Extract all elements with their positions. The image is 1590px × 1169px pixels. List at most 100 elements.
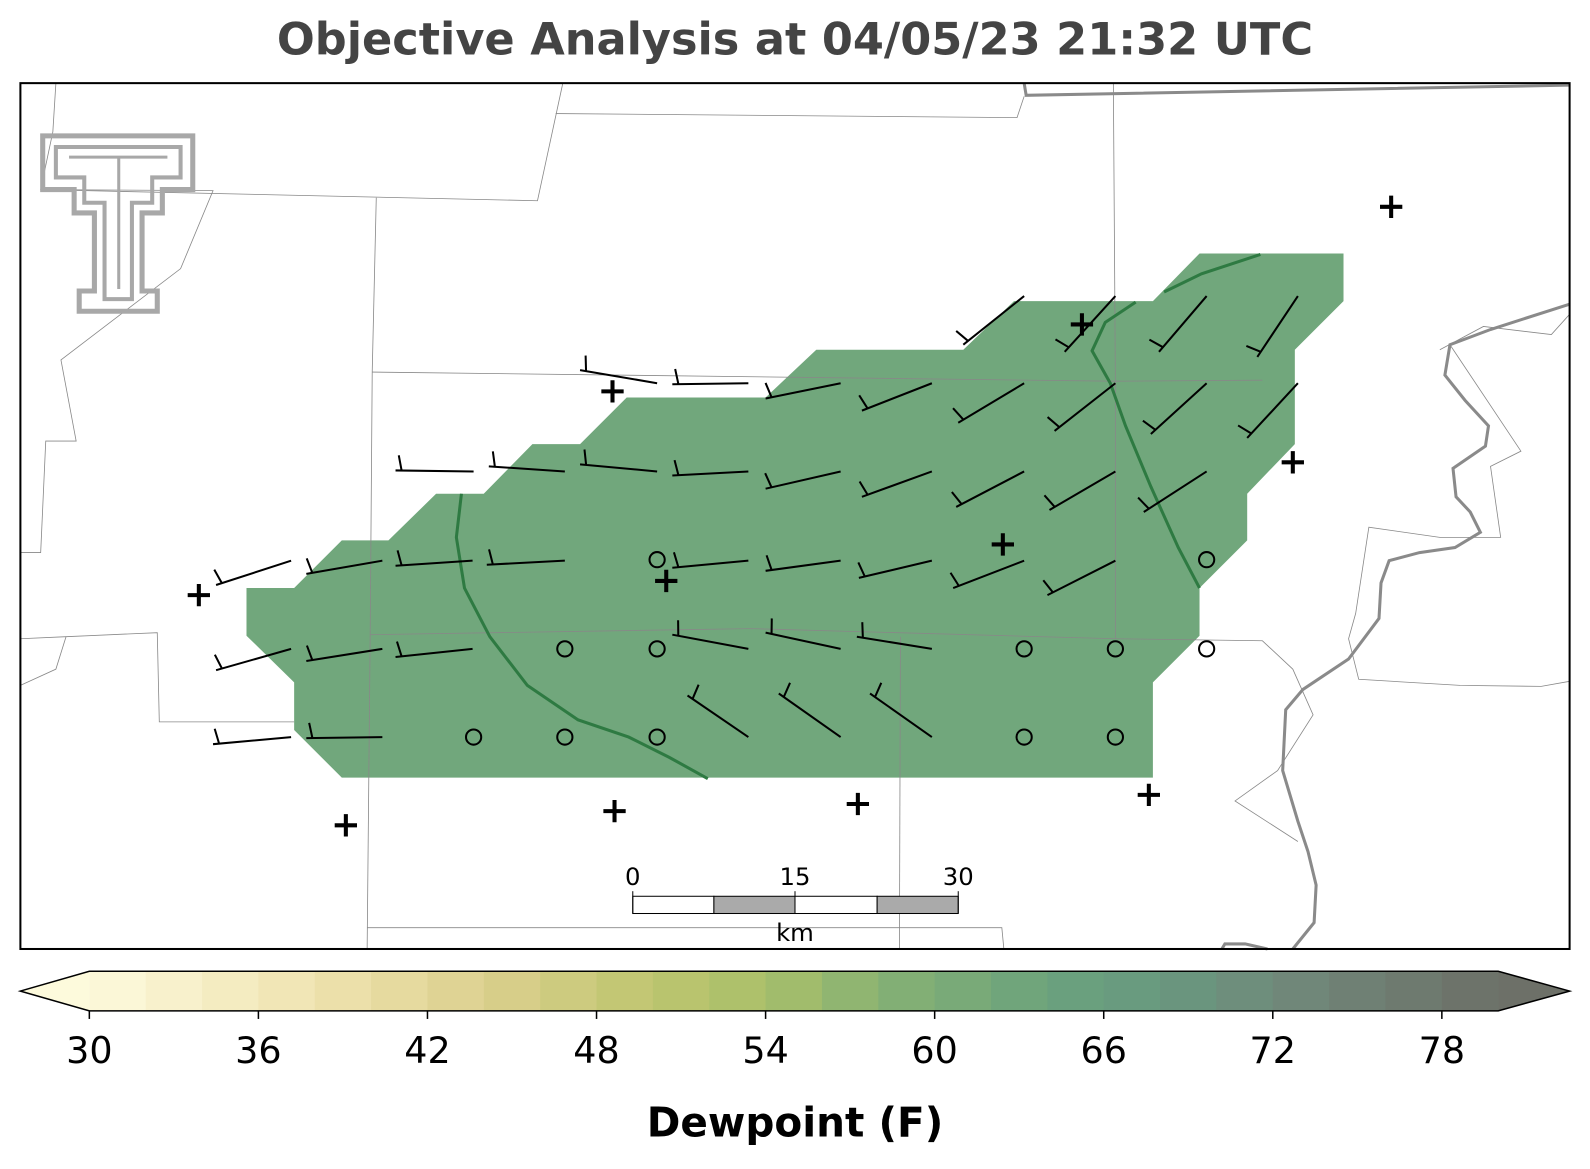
missing-station	[601, 380, 624, 403]
wind-barb	[672, 552, 749, 569]
colorbar-extend-high	[1498, 971, 1570, 1011]
wind-barb	[395, 641, 473, 659]
colorbar-bin	[314, 971, 372, 1011]
colorbar-bin	[258, 971, 316, 1011]
calm-station	[556, 728, 574, 746]
wind-barb	[306, 722, 383, 740]
wind-barb	[955, 295, 1025, 346]
wind-barb	[1043, 470, 1116, 511]
calm-station	[1198, 640, 1216, 658]
colorbar-bin	[145, 971, 203, 1011]
wind-barb	[672, 368, 749, 386]
colorbar-bin	[878, 971, 936, 1011]
wind-barb	[856, 622, 933, 650]
colorbar-tick-label: 54	[742, 1029, 788, 1072]
colorbar-tick-label: 42	[404, 1029, 450, 1072]
wind-barb	[395, 455, 474, 473]
wind-barb	[765, 618, 841, 650]
wind-barb	[869, 682, 933, 738]
missing-station	[334, 814, 358, 837]
colorbar-bin	[1047, 971, 1105, 1011]
wind-barb	[213, 647, 292, 672]
wind-barb	[858, 382, 933, 412]
calm-station	[648, 728, 666, 746]
missing-station	[991, 533, 1014, 556]
scale-segment	[632, 895, 715, 915]
wind-barb	[686, 684, 749, 738]
colorbar-bin	[1216, 971, 1274, 1011]
colorbar-tick-label: 30	[66, 1029, 112, 1072]
wind-barb	[1042, 559, 1116, 597]
colorbar-bin	[483, 971, 541, 1011]
wind-barb	[579, 449, 658, 473]
colorbar-tick-label: 36	[235, 1029, 281, 1072]
colorbar-bin	[765, 971, 823, 1011]
scale-segment	[713, 895, 796, 915]
calm-station	[1015, 640, 1033, 658]
contour-lines	[454, 253, 1261, 780]
colorbar-bin	[371, 971, 428, 1011]
calm-station	[1106, 640, 1125, 658]
colorbar-bin	[202, 971, 259, 1011]
wind-barb	[1237, 382, 1299, 439]
wind-barb	[778, 682, 842, 738]
scale-unit: km	[776, 918, 814, 947]
colorbar-bin	[709, 971, 767, 1011]
missing-station	[603, 799, 626, 823]
calm-station	[556, 640, 574, 658]
colorbar-tick-label: 72	[1250, 1029, 1296, 1072]
wind-barb	[672, 459, 749, 477]
colorbar-bin	[1329, 971, 1387, 1011]
colorbar-bin	[1272, 971, 1330, 1011]
scale-label: 30	[943, 862, 974, 891]
wind-barb	[579, 355, 658, 385]
wind-barb	[857, 559, 933, 579]
colorbar: 30 36 42 48 54 60 66 72 78	[17, 970, 1573, 1072]
colorbar-tick-label: 78	[1419, 1029, 1465, 1072]
colorbar-tick-label: 48	[573, 1029, 619, 1072]
wind-barb	[212, 728, 292, 746]
colorbar-extend-low	[20, 971, 90, 1011]
colorbar-bin	[540, 971, 598, 1011]
stations	[187, 195, 1403, 837]
calm-station	[1198, 551, 1216, 569]
wind-barb	[764, 470, 841, 490]
colorbar-bin	[934, 971, 992, 1011]
wind-barb	[1137, 470, 1208, 513]
colorbar-bin	[1385, 971, 1443, 1011]
county-lines	[20, 83, 1570, 950]
colorbar-label: Dewpoint (F)	[647, 1098, 944, 1146]
colorbar-bin	[1441, 971, 1499, 1011]
missing-station	[187, 583, 210, 607]
state-borders	[1022, 82, 1571, 951]
missing-station	[655, 569, 678, 593]
map-frame	[19, 82, 1571, 951]
wind-barb	[672, 620, 749, 650]
colorbar-bin	[821, 971, 879, 1011]
calm-station	[648, 551, 666, 569]
wind-barb	[949, 559, 1025, 589]
wind-barb	[395, 550, 473, 567]
missing-station	[1380, 195, 1403, 218]
wind-barb	[764, 382, 841, 400]
dewpoint-field	[246, 253, 1344, 778]
wind-barb	[1142, 382, 1208, 435]
wind-barb	[486, 549, 565, 566]
missing-station	[1070, 313, 1094, 336]
colorbar-bin	[596, 971, 654, 1011]
calm-station	[648, 640, 666, 658]
calm-station	[464, 728, 483, 746]
wind-barb	[858, 470, 933, 498]
colorbar-bin	[1160, 971, 1217, 1011]
missing-station	[1137, 783, 1160, 807]
scale-bar: 0 15 30 km	[625, 862, 974, 947]
scale-label: 15	[780, 862, 811, 891]
colorbar-bin	[89, 971, 147, 1011]
wind-barb	[1245, 295, 1299, 358]
scale-segment	[794, 895, 878, 915]
colorbar-bin	[1103, 971, 1161, 1011]
colorbar-bin	[991, 971, 1048, 1011]
university-logo	[40, 133, 196, 314]
